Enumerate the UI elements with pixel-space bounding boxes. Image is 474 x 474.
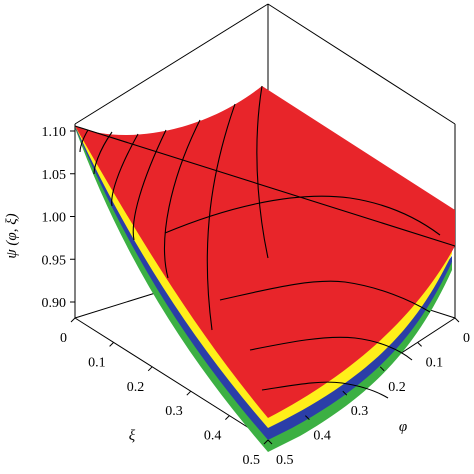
tick-mark bbox=[267, 439, 273, 445]
z-axis-title: ψ (φ, ξ) bbox=[4, 213, 20, 258]
z-tick-label: 1.00 bbox=[42, 211, 67, 226]
phi-tick-label: 0.2 bbox=[388, 380, 406, 395]
box-edge bbox=[74, 317, 269, 441]
tick-mark bbox=[454, 317, 460, 323]
surface-red bbox=[75, 86, 455, 418]
contour-line bbox=[219, 280, 431, 313]
contour-line bbox=[79, 129, 89, 153]
xi-tick-label: 0.4 bbox=[204, 429, 222, 444]
contour-line bbox=[249, 336, 413, 361]
z-tick-label: 0.90 bbox=[42, 296, 67, 311]
contour-line bbox=[163, 119, 201, 279]
tick-mark bbox=[109, 342, 114, 347]
tick-mark bbox=[225, 415, 230, 420]
contour-line bbox=[206, 103, 236, 331]
tick-mark bbox=[417, 342, 422, 347]
tick-mark bbox=[263, 439, 269, 445]
contour-line bbox=[93, 131, 113, 175]
xi-axis-title: ξ bbox=[129, 428, 136, 444]
z-tick-label: 1.05 bbox=[42, 168, 67, 183]
box-edge bbox=[267, 3, 456, 125]
phi-tick-label: 0.4 bbox=[313, 429, 331, 444]
z-tick-label: 1.10 bbox=[42, 125, 67, 140]
xi-tick-label: 0.2 bbox=[127, 380, 145, 395]
z-tick-label: 0.95 bbox=[42, 253, 67, 268]
tick-mark bbox=[379, 366, 385, 372]
phi-tick-label: 0.1 bbox=[426, 355, 444, 370]
contour-line bbox=[111, 133, 139, 207]
phi-axis-ticks: 0 0.1 0.2 0.3 0.4 0.5 bbox=[267, 317, 470, 468]
tick-mark bbox=[305, 415, 310, 420]
xi-tick-label: 0.5 bbox=[243, 453, 261, 468]
xi-tick-label: 0.1 bbox=[88, 355, 106, 370]
contour-line bbox=[261, 381, 389, 399]
tick-mark bbox=[70, 317, 76, 323]
tick-mark bbox=[342, 390, 348, 396]
xi-tick-label: 0.3 bbox=[165, 404, 183, 419]
contour-line bbox=[164, 195, 441, 236]
box-edge bbox=[74, 3, 269, 125]
xi-tick-label: 0 bbox=[60, 331, 67, 346]
contour-line bbox=[256, 85, 269, 259]
z-axis-ticks: 0.90 0.95 1.00 1.05 1.10 bbox=[42, 125, 75, 311]
xi-axis-ticks: 0 0.1 0.2 0.3 0.4 0.5 bbox=[60, 317, 269, 468]
phi-tick-label: 0.5 bbox=[276, 453, 294, 468]
phi-tick-label: 0.3 bbox=[351, 404, 369, 419]
tick-mark bbox=[186, 390, 192, 396]
phi-tick-label: 0 bbox=[463, 331, 470, 346]
contour-line bbox=[132, 129, 167, 241]
tick-mark bbox=[147, 366, 153, 372]
contour-lines bbox=[74, 85, 456, 399]
phi-axis-title: φ bbox=[399, 419, 407, 435]
contour-line bbox=[74, 125, 456, 247]
